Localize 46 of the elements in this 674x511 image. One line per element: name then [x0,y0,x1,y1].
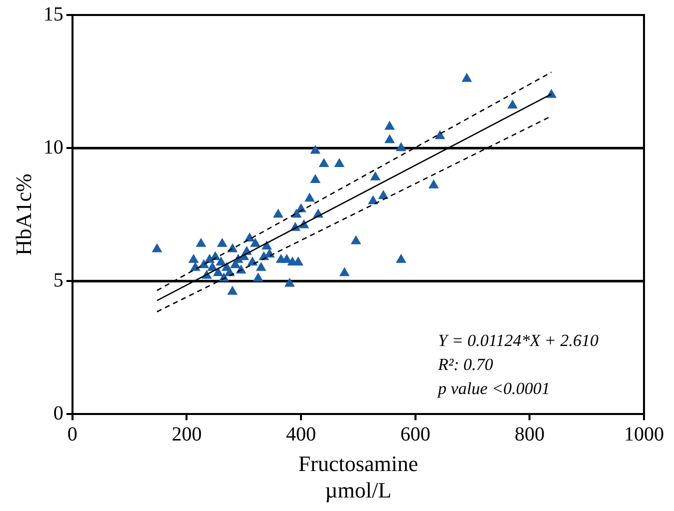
x-axis-title: Fructosamine µmol/L [298,451,418,503]
point [368,195,378,204]
point [507,99,518,108]
y-axis-title: HbA1c% [10,174,36,256]
point [152,243,162,252]
point [434,130,446,140]
point [216,238,228,247]
point [304,192,315,202]
point [310,144,321,154]
y-tick-label: 10 [43,136,64,158]
point [196,238,206,247]
y-tick-label: 15 [43,3,64,26]
annotation: Y = 0.01124*X + 2.610 [438,331,600,350]
point [378,190,389,199]
annotation: p value <0.0001 [437,379,550,398]
point [310,174,321,184]
x-tick-label: 1000 [624,423,664,446]
point [396,254,406,263]
x-tick-label: 0 [67,423,78,446]
point [247,256,258,266]
x-tick-label: 800 [514,423,545,446]
point [334,158,345,168]
point [396,142,406,152]
x-tick-label: 600 [400,423,430,446]
point [350,235,362,244]
point [284,278,295,287]
point [462,72,472,82]
point [190,262,200,271]
point [227,286,238,295]
x-tick-label: 200 [172,423,202,446]
point [252,272,264,282]
point [318,158,330,168]
point [428,179,439,188]
y-tick-label: 0 [53,402,64,424]
point [250,238,261,247]
point [272,208,284,218]
point [188,254,199,263]
point [370,171,381,180]
point [384,134,395,144]
x-tick-label: 400 [286,423,316,446]
point [216,256,226,266]
y-tick-label: 5 [53,269,64,292]
point [339,267,350,276]
point [256,262,266,271]
point [384,120,395,130]
annotation: R²: 0.70 [437,355,494,374]
